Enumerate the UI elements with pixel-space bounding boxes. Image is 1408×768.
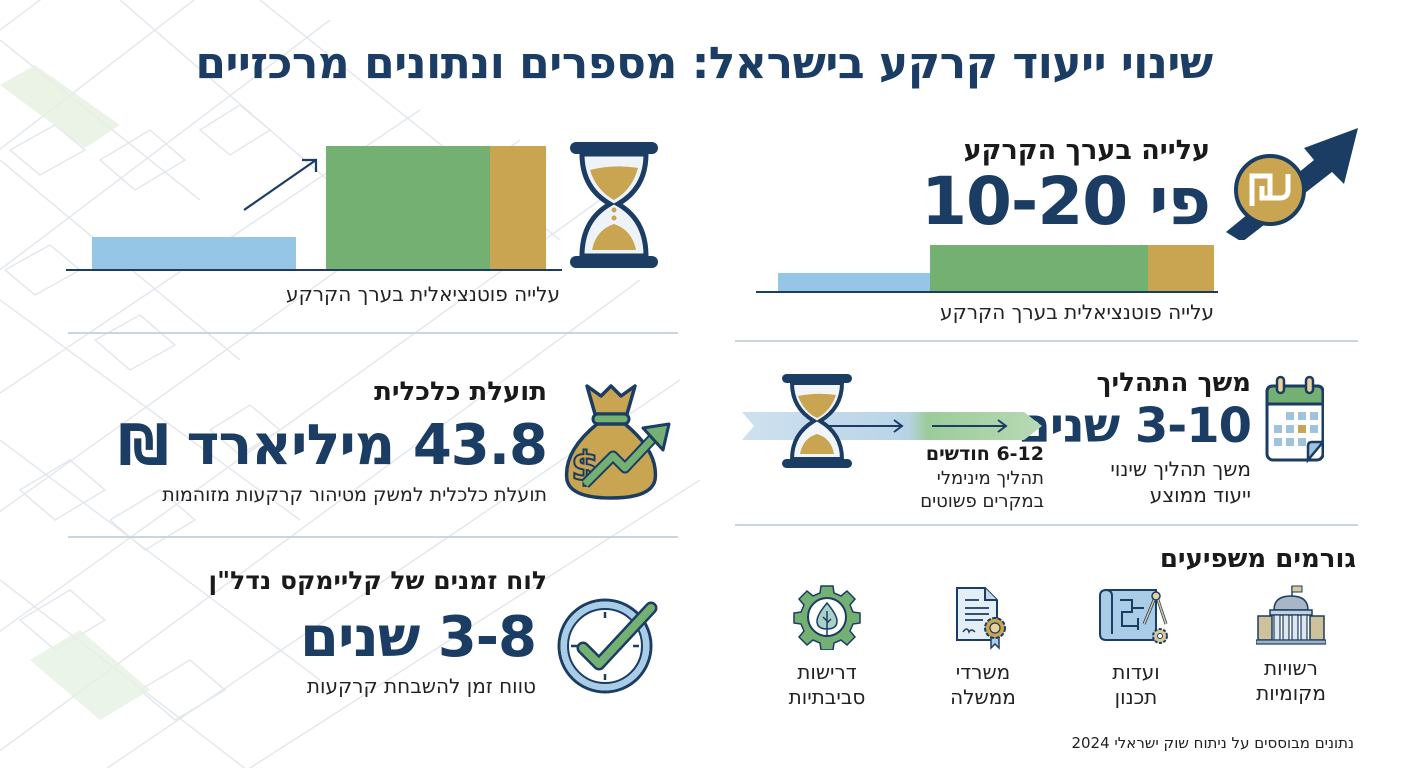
- factor-government-ministries: משרדי ממשלה: [918, 584, 1048, 710]
- divider: [735, 524, 1358, 526]
- min-duration-caption: תהליך מינימלי במקרים פשוטים: [920, 467, 1044, 513]
- shekel-arrow-up-icon: [1226, 128, 1358, 240]
- bar-after-gold: [490, 146, 546, 269]
- factor-environmental-requirements: דרישות סביבתיות: [762, 584, 892, 710]
- factor-label: תכנון: [1114, 685, 1158, 709]
- land-value-caption: עלייה פוטנציאלית בערך הקרקע: [940, 300, 1214, 324]
- certificate-icon: [956, 587, 1006, 650]
- town-hall-icon: [1256, 585, 1326, 645]
- factor-local-authorities: רשויות מקומיות: [1226, 584, 1356, 706]
- climax-timeline-caption: טווח זמן להשבחת קרקעות: [306, 674, 536, 698]
- bar-after-green: [326, 146, 490, 269]
- economic-benefit-caption: תועלת כלכלית למשק מטיהור קרקעות מזוהמות: [162, 484, 547, 506]
- trend-arrow-icon: [243, 158, 318, 211]
- clock-check-icon: [557, 598, 658, 694]
- bar-before: [778, 273, 930, 291]
- chart-axis: [66, 269, 562, 271]
- factor-label: ועדות: [1112, 660, 1160, 684]
- process-duration-caption: משך תהליך שינוי ייעוד ממוצע: [1110, 456, 1251, 508]
- land-value-heading: עלייה בערך הקרקע: [963, 135, 1210, 166]
- land-value-left-caption: עלייה פוטנציאלית בערך הקרקע: [286, 282, 560, 306]
- land-value-figure: פי 10-20: [921, 163, 1211, 240]
- caption-line: משך תהליך שינוי: [1110, 457, 1251, 481]
- eco-gear-icon: [793, 585, 861, 650]
- factor-label: רשויות: [1264, 656, 1318, 680]
- land-value-bar-chart-left: [66, 144, 562, 271]
- economic-benefit-figure: 43.8 מיליארד ₪: [118, 413, 548, 478]
- money-bag-icon: $: [564, 384, 671, 500]
- caption-line: ייעוד ממוצע: [1149, 483, 1251, 507]
- divider: [68, 332, 678, 334]
- climax-timeline-heading: לוח זמנים של קליימקס נדל"ן: [208, 566, 547, 595]
- land-value-bar-chart: [756, 243, 1218, 295]
- page-title: שינוי ייעוד קרקע בישראל: מספרים ונתונים …: [195, 38, 1213, 89]
- caption-line: תהליך מינימלי: [936, 468, 1044, 489]
- factors-heading: גורמים משפיעים: [1159, 544, 1356, 574]
- factor-planning-committees: ועדות תכנון: [1071, 584, 1201, 710]
- factor-label: משרדי: [955, 660, 1011, 684]
- divider: [68, 536, 678, 538]
- bar-before: [92, 237, 296, 269]
- divider: [735, 340, 1358, 342]
- bar-after-gold: [1148, 245, 1214, 291]
- calendar-icon: [1265, 375, 1324, 464]
- factor-label: סביבתיות: [788, 685, 866, 709]
- source-note: נתונים מבוססים על ניתוח שוק ישראלי 2024: [1071, 734, 1354, 752]
- climax-timeline-figure: 3-8 שנים: [300, 605, 537, 670]
- hourglass-icon: [570, 142, 658, 268]
- blueprint-icon: [1099, 589, 1168, 644]
- bar-after-green: [930, 245, 1148, 291]
- chart-axis: [756, 291, 1218, 293]
- min-duration-figure: 6-12 חודשים: [925, 443, 1044, 465]
- factor-label: דרישות: [797, 660, 857, 684]
- process-duration-heading: משך התהליך: [1096, 368, 1252, 398]
- factor-label: ממשלה: [950, 685, 1016, 709]
- economic-benefit-heading: תועלת כלכלית: [374, 377, 547, 407]
- process-duration-figure: 3-10 שנים: [1017, 398, 1252, 454]
- background-map-pattern: [0, 0, 700, 768]
- factor-label: מקומיות: [1256, 681, 1326, 705]
- hourglass-icon: [782, 374, 852, 468]
- caption-line: במקרים פשוטים: [920, 491, 1044, 512]
